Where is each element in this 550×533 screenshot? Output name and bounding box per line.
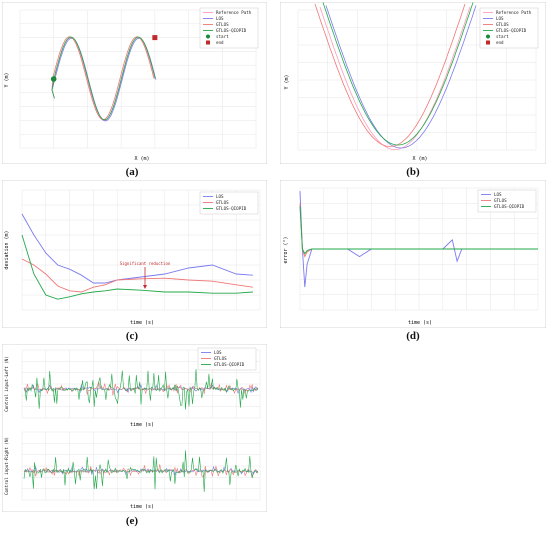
- legend: Reference PathLOSGTLOSGTLOS-QIOPIDstarte…: [199, 7, 259, 49]
- x-axis-label-bottom: time (s): [130, 504, 154, 510]
- x-axis-label: X (m): [134, 156, 149, 162]
- y-axis-label: Y (m): [284, 74, 290, 89]
- legend-label: GTLOS: [496, 22, 509, 27]
- path-line: [325, 5, 477, 149]
- legend-marker-square: [206, 40, 210, 45]
- path-line: [51, 37, 157, 122]
- path-lines: [50, 35, 158, 122]
- legend-label: GTLOS-QIOPID: [496, 28, 527, 33]
- series-lines: [23, 369, 259, 492]
- series-line: [23, 450, 259, 492]
- path-line: [314, 3, 466, 147]
- series-line: [299, 206, 538, 255]
- legend-label: LOS: [496, 16, 504, 21]
- grid: [21, 189, 261, 311]
- legend-marker-circle: [486, 34, 490, 39]
- legend: Reference PathLOSGTLOSGTLOS-QIOPIDstarte…: [479, 7, 539, 49]
- series-lines: [299, 191, 538, 288]
- path-line: [322, 2, 474, 146]
- series-line: [21, 234, 253, 300]
- figure-label-b: (b): [406, 166, 420, 178]
- legend-label: GTLOS: [216, 200, 229, 205]
- path-lines: [314, 2, 477, 150]
- y-axis-label: Y (m): [4, 72, 10, 87]
- y-axis-label: deviation (m): [4, 230, 10, 269]
- series-line: [23, 465, 259, 476]
- figure-label-c: (c): [125, 330, 139, 342]
- series-line: [23, 369, 259, 410]
- legend-label: GTLOS-QIOPID: [216, 206, 247, 211]
- legend-label: GTLOS-QIOPID: [216, 28, 247, 33]
- legend-label: LOS: [216, 194, 224, 199]
- legend-label: GTLOS: [216, 22, 229, 27]
- legend-marker-circle: [206, 34, 210, 39]
- series-line: [21, 213, 253, 284]
- x-axis-label-top: time (s): [130, 422, 154, 428]
- x-axis-label: X (m): [412, 156, 427, 162]
- x-axis-label: time (s): [130, 320, 154, 326]
- path-line: [319, 6, 471, 150]
- x-axis-label: time (s): [408, 320, 432, 326]
- y-axis-label: error (°): [283, 236, 289, 263]
- legend-marker-square: [486, 40, 490, 45]
- legend-label: LOS: [216, 16, 224, 21]
- legend-label: Reference Path: [216, 10, 252, 15]
- y-axis-label-top: Control input-Left (N): [4, 356, 9, 411]
- legend-label: LOS: [214, 350, 222, 355]
- legend-label: GTLOS: [214, 356, 227, 361]
- figure-label-a: (a): [125, 166, 139, 178]
- legend-label: start: [216, 34, 229, 39]
- legend-label: start: [496, 34, 509, 39]
- legend-box: [477, 189, 537, 213]
- end-marker: [152, 35, 158, 41]
- annotation: Significant reduction: [120, 261, 171, 289]
- series-line: [23, 380, 259, 396]
- figure-label-e: (e): [125, 515, 139, 527]
- legend-label: GTLOS-QIOPID: [494, 204, 525, 209]
- legend-label: GTLOS: [494, 198, 507, 203]
- start-marker: [50, 76, 57, 82]
- series-line: [21, 258, 253, 293]
- legend-label: end: [216, 40, 224, 45]
- plot-frame: [2, 344, 267, 512]
- legend-label: Reference Path: [496, 10, 532, 15]
- annotation-arrowhead: [143, 285, 147, 289]
- annotation-text: Significant reduction: [120, 261, 171, 266]
- legend-label: end: [496, 40, 504, 45]
- legend-box: [197, 347, 257, 371]
- trajectory-plot-b: Reference PathLOSGTLOSGTLOS-QIOPIDstarte…: [280, 2, 546, 164]
- y-axis-label-bottom: Control input-Right (N): [4, 437, 9, 495]
- trajectory-plot-a: Reference PathLOSGTLOSGTLOS-QIOPIDstarte…: [2, 2, 267, 164]
- legend-label: GTLOS-QIOPID: [214, 362, 245, 367]
- legend-box: [199, 191, 259, 215]
- figure-label-d: (d): [406, 330, 420, 342]
- series-lines: [21, 213, 253, 300]
- path-line: [51, 36, 156, 121]
- legend-label: LOS: [494, 192, 502, 197]
